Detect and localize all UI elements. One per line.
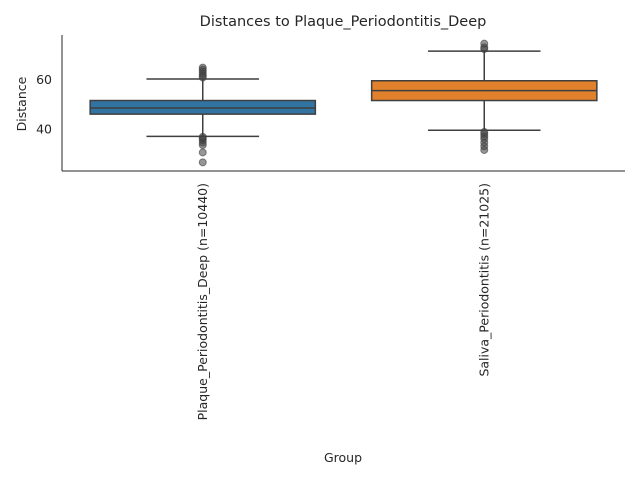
x-tick-label: Saliva_Periodontitis (n=21025) <box>476 183 491 377</box>
outlier-point <box>480 39 489 48</box>
y-tick-label: 40 <box>36 121 52 136</box>
x-tick-label: Plaque_Periodontitis_Deep (n=10440) <box>195 183 210 420</box>
y-axis-label: Distance <box>14 76 29 131</box>
outlier-point <box>198 132 207 141</box>
y-tick-label: 60 <box>36 72 52 87</box>
outlier-point <box>198 63 207 72</box>
plot-area: 40 60 Plaque_Periodontitis_Deep (n=10440) S… <box>36 35 625 420</box>
outlier-point <box>198 158 207 167</box>
outlier-point <box>198 148 207 157</box>
chart-title: Distances to Plaque_Periodontitis_Deep <box>200 14 487 30</box>
outlier-point <box>480 127 489 136</box>
x-axis-label: Group <box>324 450 362 465</box>
